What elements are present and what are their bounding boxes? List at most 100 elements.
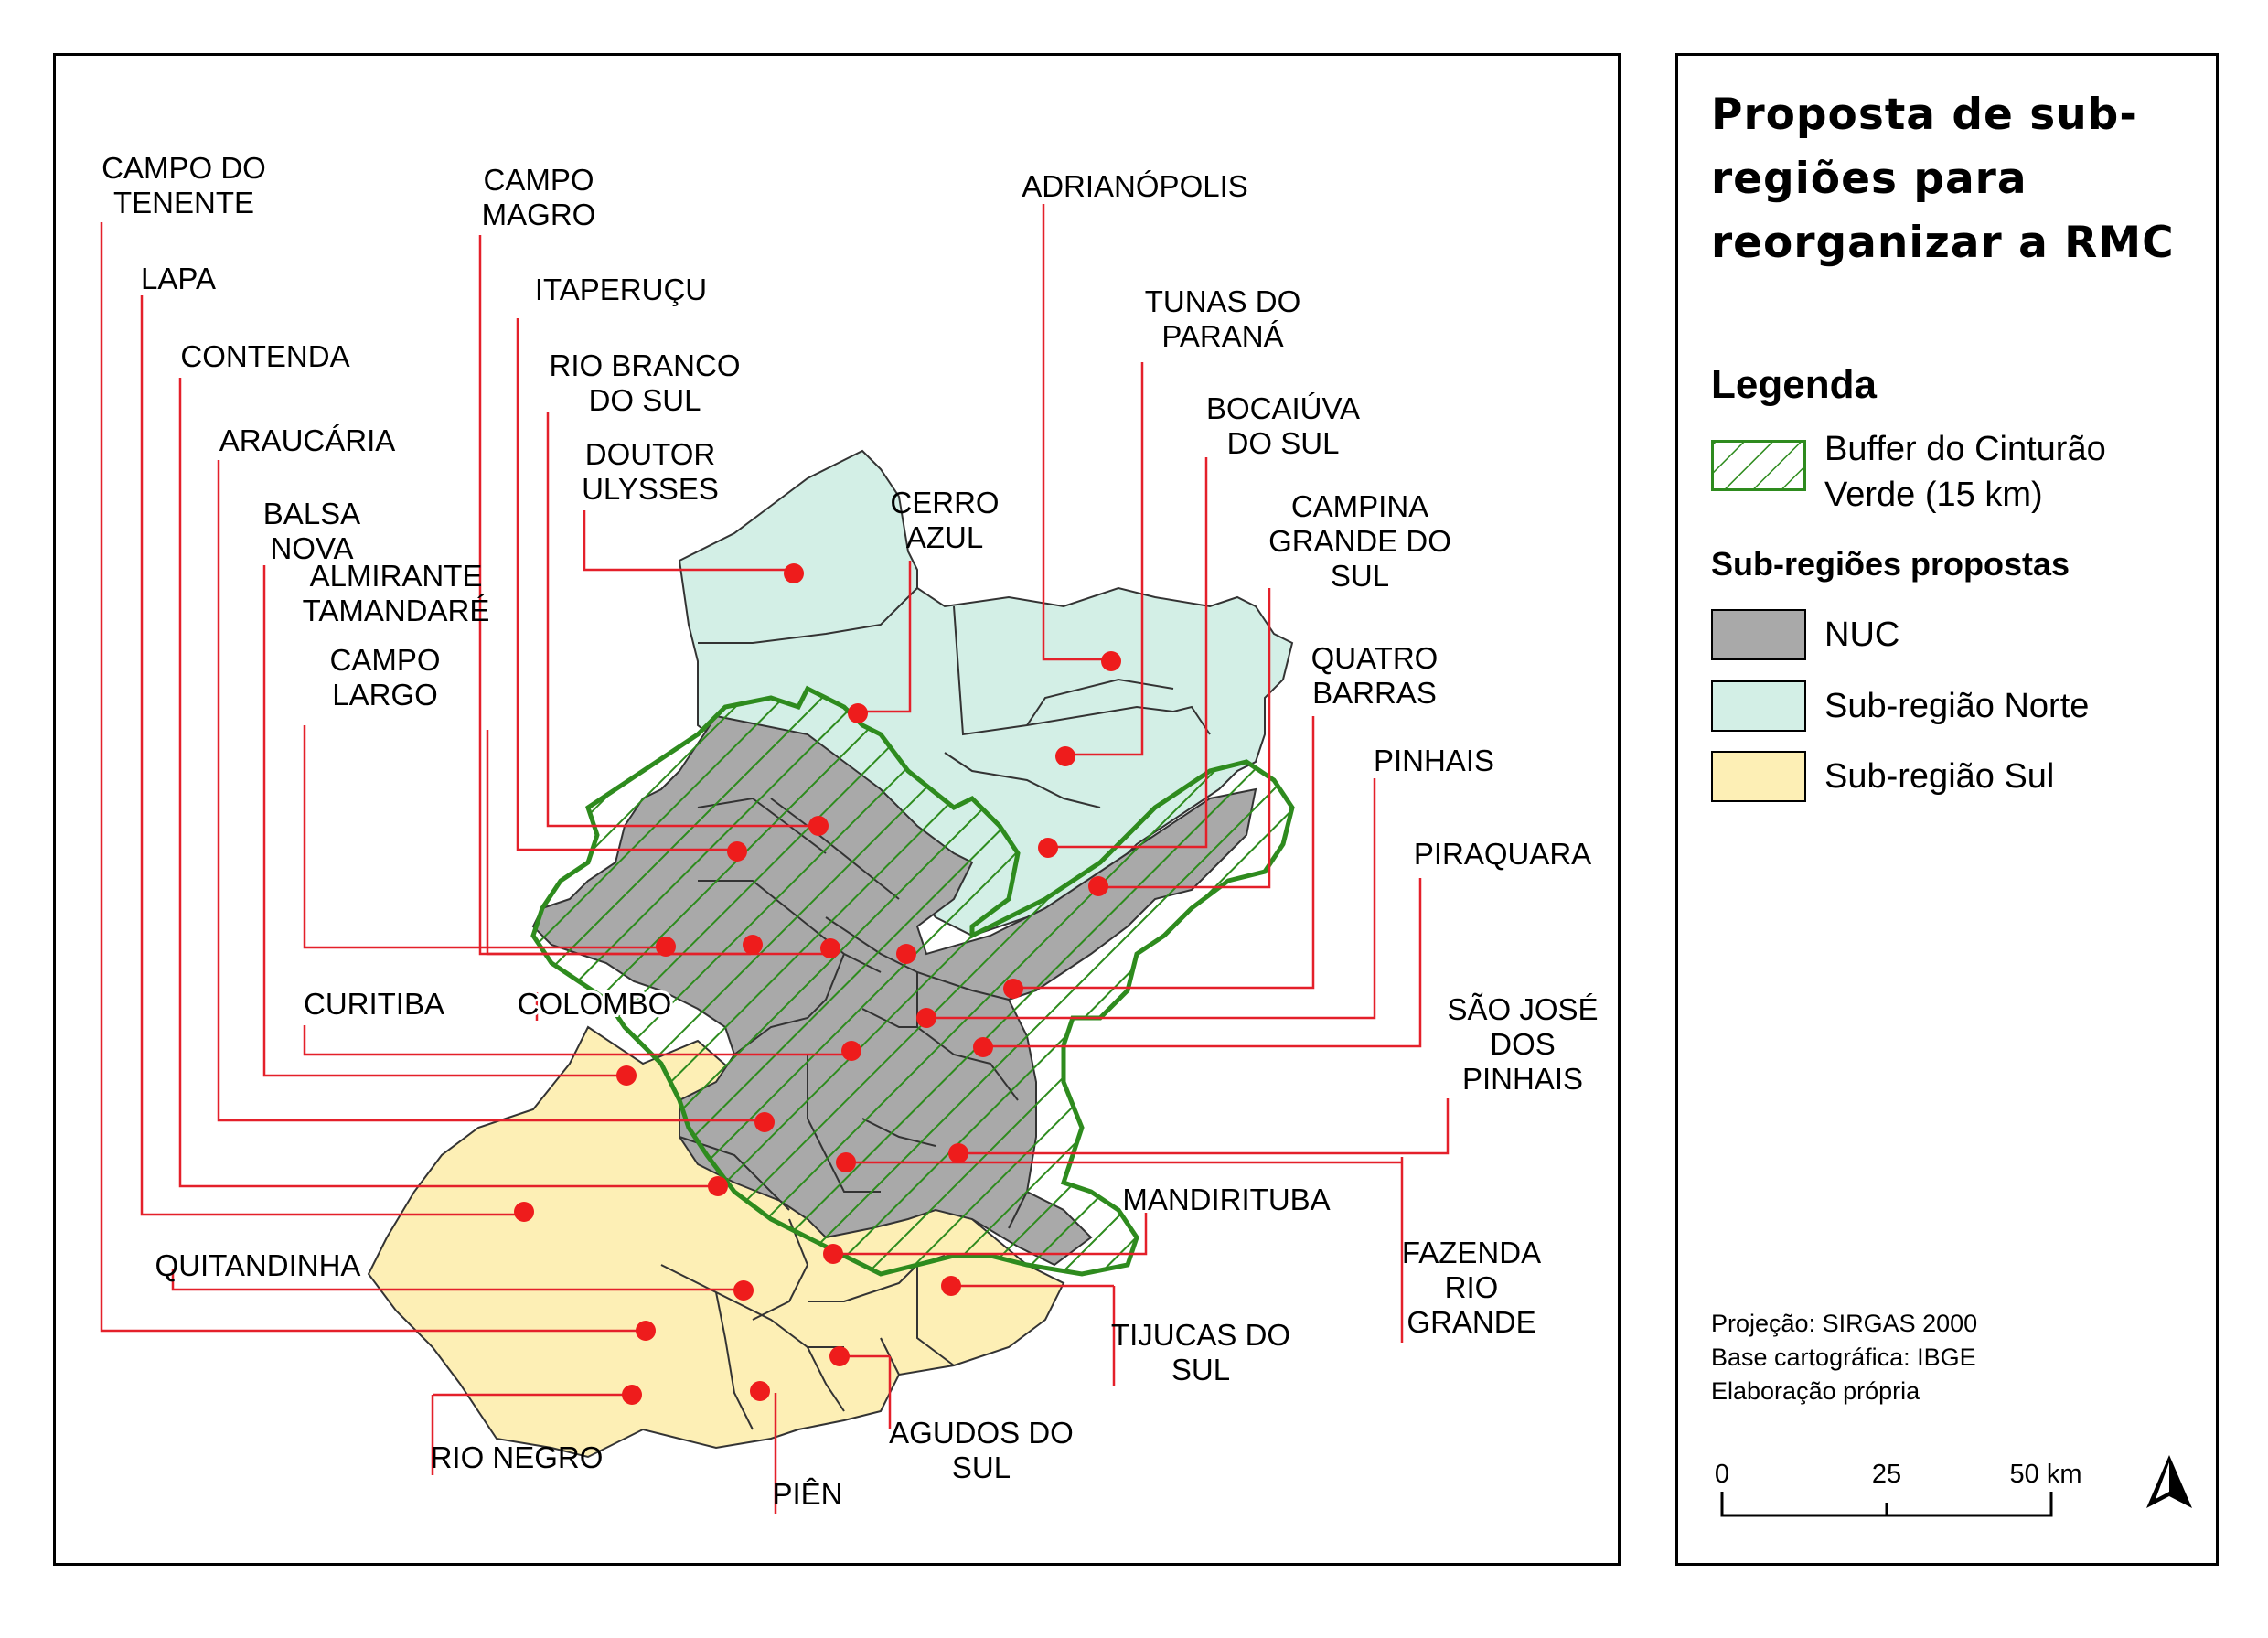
label-line: FAZENDA	[1402, 1236, 1541, 1269]
credit-projection: Projeção: SIRGAS 2000	[1711, 1310, 1978, 1337]
buffer-cinturao-verde	[530, 685, 1295, 1277]
seat-marker	[808, 816, 829, 836]
label-line: PINHAIS	[1462, 1062, 1583, 1096]
label-line: MANDIRITUBA	[1122, 1183, 1330, 1216]
credit-base: Base cartográfica: IBGE	[1711, 1344, 1976, 1371]
label-colombo: COLOMBO	[518, 987, 672, 1021]
seat-marker	[948, 1143, 968, 1163]
seat-marker	[896, 944, 916, 964]
sul-label: Sub-região Sul	[1824, 757, 2055, 796]
seat-marker	[1088, 876, 1108, 896]
label-lapa: LAPA	[141, 262, 216, 295]
seat-marker	[727, 841, 747, 862]
label-line: RIO NEGRO	[431, 1440, 604, 1474]
seat-marker	[616, 1065, 637, 1086]
label-line: CONTENDA	[180, 339, 349, 373]
label-line: BARRAS	[1312, 676, 1437, 710]
seat-marker	[733, 1280, 754, 1301]
label-pien: PIÊN	[772, 1477, 842, 1511]
seat-marker	[743, 935, 763, 955]
label-line: CAMPO	[483, 163, 594, 197]
label-line: CAMPO DO	[102, 151, 266, 185]
label-line: DO SUL	[589, 383, 701, 417]
label-line: CAMPINA	[1291, 489, 1428, 523]
seat-marker	[820, 938, 840, 958]
label-line: SUL	[1171, 1353, 1230, 1386]
label-line: ULYSSES	[582, 472, 719, 506]
label-campo-do-tenente: CAMPO DO TENENTE	[102, 151, 266, 219]
label-bocaiuva-do-sul: BOCAIÚVA DO SUL	[1206, 391, 1360, 460]
label-line: ITAPERUÇU	[535, 273, 707, 306]
label-line: GRANDE	[1407, 1305, 1535, 1339]
label-curitiba: CURITIBA	[304, 987, 444, 1021]
label-line: TUNAS DO	[1145, 284, 1301, 318]
legend-panel: Proposta de sub-regiões para reorganizar…	[1675, 53, 2219, 1566]
buffer-label: Buffer do Cinturão Verde (15 km)	[1824, 430, 2106, 514]
seat-marker	[1038, 838, 1058, 858]
label-quatro-barras: QUATRO BARRAS	[1311, 641, 1439, 710]
label-sao-jose-dos-pinhais: SÃO JOSÉ DOS PINHAIS	[1447, 992, 1598, 1096]
scale-tick-50: 50 km	[2010, 1460, 2082, 1489]
seat-marker	[941, 1276, 961, 1296]
seat-marker	[636, 1321, 656, 1341]
seat-marker	[784, 563, 804, 583]
label-line: ARAUCÁRIA	[219, 423, 396, 457]
label-line: MAGRO	[482, 198, 596, 231]
label-line: CERRO	[890, 486, 999, 519]
label-line: PINHAIS	[1374, 744, 1494, 777]
label-line: TAMANDARÉ	[303, 594, 490, 627]
label-line: ADRIANÓPOLIS	[1022, 169, 1248, 203]
legend-heading: Legenda	[1711, 362, 1877, 407]
subregions-heading: Sub-regiões propostas	[1711, 545, 2070, 583]
label-line: SÃO JOSÉ	[1447, 992, 1598, 1026]
scale-tick-25: 25	[1872, 1460, 1901, 1489]
label-line: LAPA	[141, 262, 216, 295]
nuc-label: NUC	[1824, 616, 1900, 654]
label-almirante-tamandare: ALMIRANTE TAMANDARÉ	[303, 559, 490, 627]
label-balsa-nova: BALSA NOVA	[263, 497, 360, 565]
buffer-swatch	[1711, 440, 1806, 491]
seat-marker	[916, 1008, 936, 1028]
label-line: QUITANDINHA	[155, 1248, 361, 1282]
norte-label: Sub-região Norte	[1824, 687, 2090, 725]
label-rio-negro: RIO NEGRO	[431, 1440, 604, 1474]
label-line: SUL	[1331, 559, 1389, 593]
leader-lines	[100, 204, 1450, 1514]
seat-marker	[754, 1112, 775, 1132]
seat-marker	[750, 1381, 770, 1401]
map-frame: CAMPO DO TENENTE LAPA CONTENDA ARAUCÁRIA BALS…	[53, 53, 1621, 1566]
label-itaperucu: ITAPERUÇU	[535, 273, 707, 306]
label-contenda: CONTENDA	[180, 339, 349, 373]
label-line: LARGO	[332, 678, 438, 712]
label-line: ALMIRANTE	[310, 559, 483, 593]
label-line: SUL	[952, 1451, 1011, 1484]
label-line: GRANDE DO	[1268, 524, 1451, 558]
seat-marker	[823, 1244, 843, 1264]
label-araucaria: ARAUCÁRIA	[219, 423, 396, 457]
scale-tick-0: 0	[1715, 1460, 1729, 1489]
seat-marker	[848, 703, 868, 723]
label-line: DOUTOR	[585, 437, 715, 471]
label-line: PARANÁ	[1161, 319, 1283, 353]
label-line: NOVA	[270, 531, 353, 565]
seat-marker	[622, 1385, 642, 1405]
label-line: AGUDOS DO	[889, 1416, 1074, 1450]
municipal-seats	[514, 563, 1121, 1405]
label-mandirituba: MANDIRITUBA	[1122, 1183, 1330, 1216]
label-tijucas-do-sul: TIJUCAS DO SUL	[1111, 1318, 1290, 1386]
label-line: BALSA	[263, 497, 360, 530]
label-line: PIRAQUARA	[1414, 837, 1591, 871]
label-piraquara: PIRAQUARA	[1414, 837, 1591, 871]
label-line: DOS	[1490, 1027, 1556, 1061]
label-agudos-do-sul: AGUDOS DO SUL	[889, 1416, 1074, 1484]
label-line: CURITIBA	[304, 987, 444, 1021]
label-line: CAMPO	[329, 643, 440, 677]
label-line: TIJUCAS DO	[1111, 1318, 1290, 1352]
norte-swatch	[1711, 680, 1806, 732]
label-line: RIO	[1445, 1270, 1499, 1304]
seat-marker	[829, 1346, 850, 1366]
label-line: QUATRO	[1311, 641, 1439, 675]
seat-marker	[708, 1176, 728, 1196]
label-campo-magro: CAMPO MAGRO	[482, 163, 596, 231]
seat-marker	[973, 1037, 993, 1057]
